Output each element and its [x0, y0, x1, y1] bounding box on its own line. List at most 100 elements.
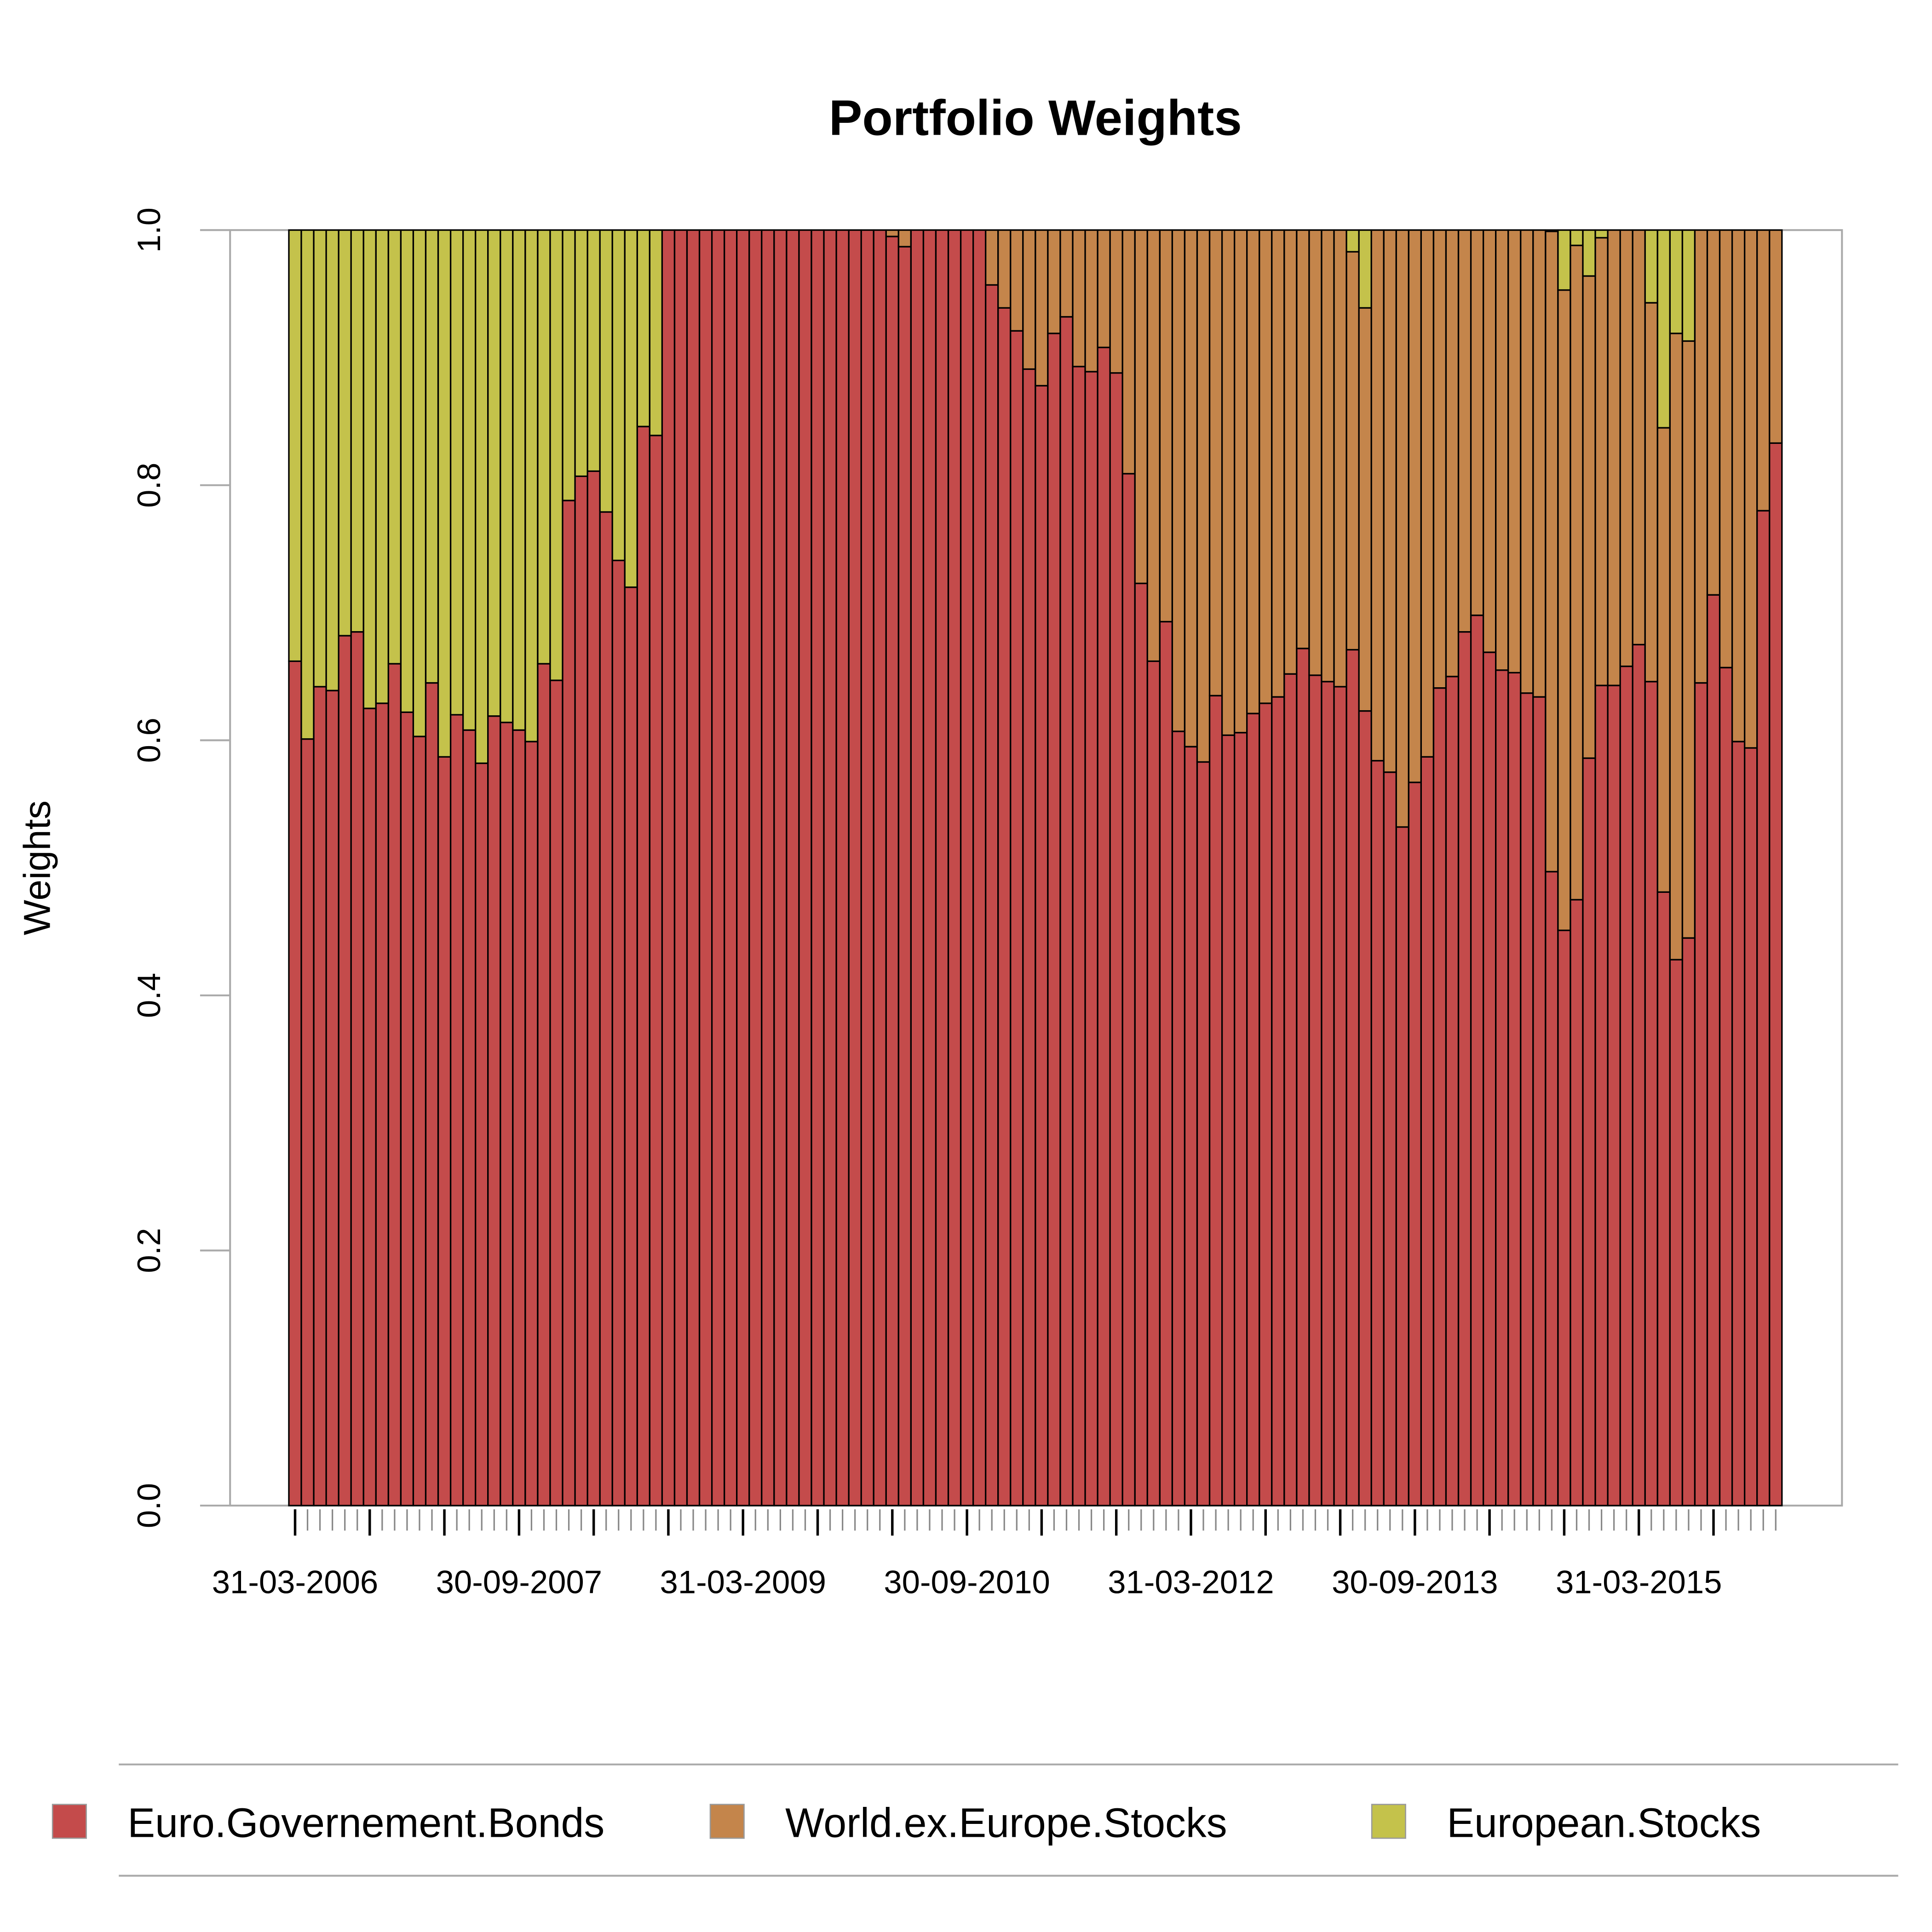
bar-segment — [1035, 385, 1049, 1506]
bar-segment — [823, 229, 837, 1506]
bar-segment — [1346, 251, 1360, 651]
bar-segment — [1681, 229, 1696, 342]
bar-segment — [736, 229, 750, 1506]
bar-segment — [1358, 710, 1372, 1506]
bar-segment — [1358, 229, 1372, 309]
bar-segment — [1731, 229, 1746, 742]
bar-segment — [1557, 929, 1571, 1506]
bar-segment — [574, 229, 588, 477]
bar-segment — [1656, 229, 1671, 429]
bar-segment — [1159, 229, 1173, 623]
bar-segment — [1171, 730, 1186, 1506]
bar-segment — [1196, 229, 1211, 763]
bar-segment — [599, 511, 613, 1506]
bar-segment — [549, 229, 564, 681]
bar-segment — [1432, 687, 1447, 1506]
bar-segment — [1035, 229, 1049, 387]
y-tick-label: 0.4 — [131, 973, 167, 1018]
bar-segment — [512, 729, 526, 1506]
bar-segment — [1731, 741, 1746, 1506]
bar-segment — [686, 229, 701, 1506]
bar-segment — [1047, 333, 1061, 1506]
bar-segment — [673, 229, 688, 1506]
bar-segment — [1619, 229, 1633, 667]
bar-segment — [375, 702, 389, 1506]
bar-segment — [960, 229, 974, 1506]
bar-segment — [661, 229, 676, 1506]
bar-segment — [624, 229, 638, 588]
bar-segment — [1644, 302, 1658, 683]
bar-segment — [1507, 672, 1522, 1506]
x-tick-label: 30-09-2010 — [884, 1564, 1050, 1600]
bar-segment — [1259, 229, 1273, 704]
bar-segment — [338, 229, 352, 637]
bar-segment — [537, 663, 551, 1506]
bar-segment — [1259, 702, 1273, 1506]
bar-segment — [1196, 761, 1211, 1506]
bar-segment — [1271, 696, 1285, 1506]
bar-segment — [562, 500, 576, 1506]
bar-segment — [1669, 333, 1684, 960]
bar-segment — [500, 229, 514, 724]
bar-segment — [288, 229, 302, 662]
bar-segment — [1582, 275, 1596, 759]
x-tick-label: 31-03-2009 — [660, 1564, 826, 1600]
bar-segment — [313, 229, 327, 688]
bar-segment — [1744, 747, 1758, 1506]
bar-segment — [1545, 230, 1559, 873]
bar-segment — [1570, 229, 1584, 247]
bar-segment — [325, 690, 339, 1506]
legend-swatch — [1371, 1804, 1406, 1839]
bar-segment — [1694, 682, 1708, 1506]
bar-segment — [1470, 229, 1484, 616]
bar-segment — [947, 229, 962, 1506]
bar-segment — [1308, 229, 1322, 676]
bar-segment — [935, 229, 949, 1506]
bar-segment — [500, 721, 514, 1506]
bar-segment — [1656, 891, 1671, 1506]
bar-segment — [475, 762, 489, 1506]
bar-segment — [338, 635, 352, 1506]
bar-segment — [1134, 229, 1148, 584]
bar-segment — [1582, 757, 1596, 1506]
bar-segment — [1557, 289, 1571, 932]
chart-title: Portfolio Weights — [829, 91, 1242, 146]
legend-label: European.Stocks — [1447, 1800, 1761, 1846]
bar-segment — [1756, 510, 1771, 1506]
y-axis-label: Weights — [17, 800, 58, 935]
bar-segment — [487, 229, 501, 717]
bar-segment — [1644, 229, 1658, 304]
bar-segment — [437, 229, 452, 758]
bar-segment — [922, 229, 937, 1506]
bar-segment — [462, 229, 477, 731]
bar-segment — [1656, 427, 1671, 893]
bar-segment — [873, 229, 887, 1506]
bar-segment — [562, 229, 576, 501]
bar-segment — [985, 284, 999, 1506]
bar-segment — [1532, 229, 1547, 698]
bar-segment — [586, 229, 601, 472]
bar-segment — [1234, 229, 1248, 734]
bar-segment — [1706, 229, 1721, 596]
bar-segment — [1607, 229, 1621, 686]
bar-segment — [1482, 229, 1497, 653]
bar-segment — [512, 229, 526, 731]
bar-segment — [649, 229, 663, 437]
x-tick-label: 30-09-2013 — [1332, 1564, 1498, 1600]
bar-segment — [1171, 229, 1186, 732]
bar-segment — [1084, 371, 1098, 1506]
x-tick-label: 31-03-2015 — [1556, 1564, 1722, 1600]
bar-segment — [1109, 229, 1123, 374]
bar-segment — [1321, 229, 1335, 683]
bar-segment — [611, 559, 626, 1506]
bar-segment — [425, 229, 439, 684]
bar-segment — [1271, 229, 1285, 698]
bar-segment — [1246, 713, 1260, 1506]
bar-segment — [524, 741, 539, 1506]
bar-segment — [549, 679, 564, 1506]
bar-segment — [1570, 899, 1584, 1506]
legend-swatch — [709, 1804, 745, 1839]
bar-segment — [400, 229, 414, 713]
bar-segment — [1495, 669, 1509, 1506]
